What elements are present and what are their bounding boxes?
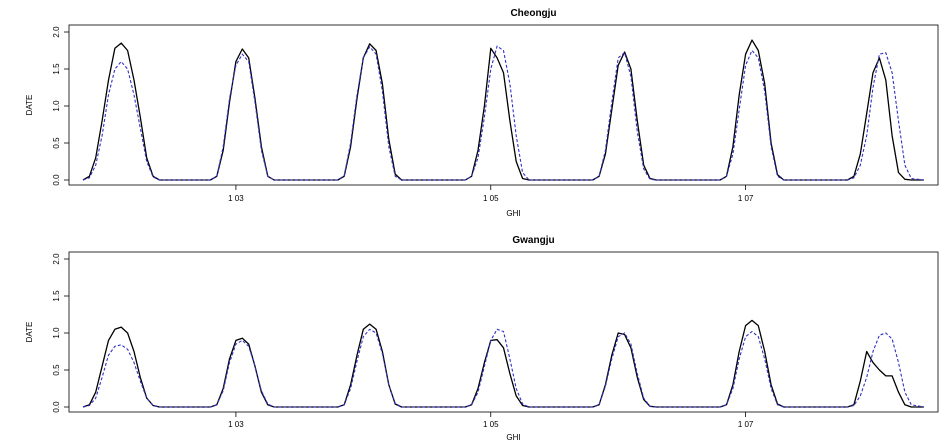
y-tick-label: 1.5 — [52, 290, 61, 302]
y-axis-label: DATE — [25, 95, 34, 116]
x-tick-label: 1 05 — [483, 420, 499, 429]
plot-frame — [68, 24, 939, 186]
chart-title: Gwangju — [512, 235, 554, 246]
x-tick-label: 1 07 — [738, 420, 754, 429]
solid-black-series-line — [82, 39, 924, 181]
x-tick-label: 1 07 — [738, 194, 754, 203]
solid-black-series-line — [82, 319, 924, 408]
y-tick-label: 1.0 — [52, 100, 61, 112]
x-tick-label: 1 05 — [483, 194, 499, 203]
x-tick-label: 1 03 — [228, 194, 244, 203]
x-tick-label: 1 03 — [228, 420, 244, 429]
dashed-blue-series-line — [82, 45, 925, 181]
y-tick-label: 1.5 — [52, 63, 61, 75]
chart-panel-1: Gwangju 0.0 0.5 1.0 1.5 2.0 DATE 1 03 1 05 1 07 GH… — [25, 235, 939, 442]
y-tick-label: 0.5 — [52, 137, 61, 149]
x-axis-label: GHI — [506, 433, 520, 442]
chart-panel-0: Cheongju 0.0 0.5 1.0 1.5 2.0 DATE 1 03 1 05 1 07 G… — [25, 8, 939, 218]
plot-frame — [68, 251, 939, 413]
y-tick-label: 1.0 — [52, 327, 61, 339]
y-tick-label: 0.0 — [52, 401, 61, 413]
chart-title: Cheongju — [510, 8, 556, 19]
y-tick-label: 0.0 — [52, 174, 61, 186]
y-tick-label: 2.0 — [52, 26, 61, 38]
y-axis-label: DATE — [25, 322, 34, 343]
y-tick-label: 0.5 — [52, 364, 61, 376]
y-tick-label: 2.0 — [52, 253, 61, 265]
x-axis-label: GHI — [506, 209, 520, 218]
dashed-blue-series-line — [82, 328, 925, 408]
